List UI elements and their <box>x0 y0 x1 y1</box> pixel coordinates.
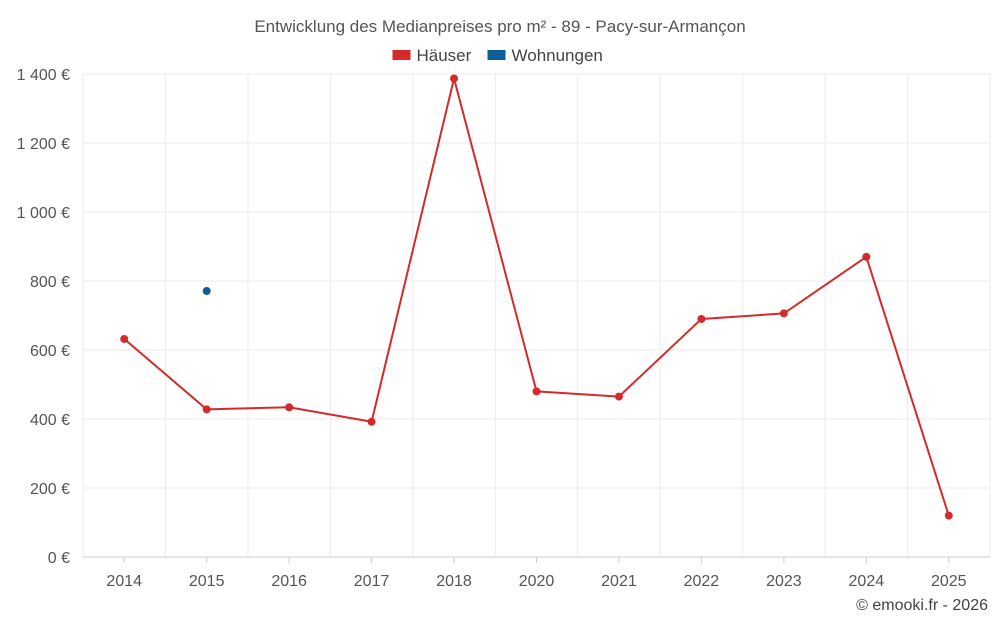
y-tick-label: 400 € <box>30 412 70 429</box>
copyright-footer: © emooki.fr - 2026 <box>856 597 988 614</box>
x-tick-label: 2014 <box>106 573 142 590</box>
x-axis: 2014 2015 2016 2017 2018 2020 2021 2022 2023 2024… <box>83 556 990 590</box>
x-tick-label: 2025 <box>931 573 967 590</box>
y-tick-label: 1 200 € <box>17 136 70 153</box>
y-tick-label: 0 € <box>48 550 70 567</box>
y-tick-label: 1 400 € <box>17 67 70 84</box>
data-point[interactable] <box>532 387 541 396</box>
x-tick-label: 2022 <box>684 573 720 590</box>
chart-title: Entwicklung des Medianpreises pro m² - 8… <box>254 17 745 36</box>
data-point[interactable] <box>614 392 623 401</box>
legend-swatch[interactable] <box>487 50 506 60</box>
legend-swatch[interactable] <box>392 50 411 60</box>
x-tick-label: 2015 <box>189 573 225 590</box>
data-point[interactable] <box>944 511 953 520</box>
data-point[interactable] <box>120 334 129 343</box>
x-tick-label: 2021 <box>601 573 637 590</box>
series-layer <box>120 74 953 520</box>
x-tick-label: 2024 <box>849 573 885 590</box>
x-tick-label: 2020 <box>519 573 555 590</box>
data-point[interactable] <box>450 74 459 83</box>
data-point[interactable] <box>697 314 706 323</box>
data-point[interactable] <box>202 287 211 296</box>
data-point[interactable] <box>779 309 788 318</box>
data-point[interactable] <box>202 405 211 414</box>
x-tick-label: 2023 <box>766 573 802 590</box>
y-tick-label: 1 000 € <box>17 205 70 222</box>
legend-label[interactable]: Häuser <box>417 46 472 65</box>
grid <box>82 73 991 557</box>
x-tick-label: 2016 <box>271 573 307 590</box>
legend-label[interactable]: Wohnungen <box>512 46 603 65</box>
y-tick-label: 200 € <box>30 481 70 498</box>
x-tick-label: 2018 <box>436 573 472 590</box>
x-tick-label: 2017 <box>354 573 390 590</box>
y-axis: 0 € 200 € 400 € 600 € 800 € 1 000 € 1 200 € 1 4… <box>17 67 70 567</box>
y-tick-label: 800 € <box>30 274 70 291</box>
data-point[interactable] <box>367 417 376 426</box>
legend: Häuser Wohnungen <box>392 46 603 65</box>
data-point[interactable] <box>285 403 294 412</box>
data-point[interactable] <box>862 252 871 261</box>
y-tick-label: 600 € <box>30 343 70 360</box>
